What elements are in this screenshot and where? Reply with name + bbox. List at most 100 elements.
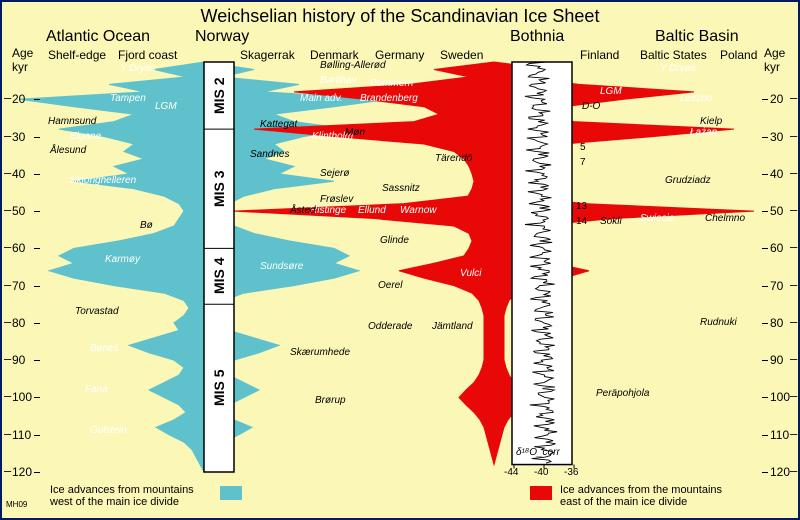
place-label: Bælthav: [320, 75, 357, 86]
place-label: Bølling-Allerød: [320, 60, 386, 71]
place-label: Skjonghelleren: [70, 175, 136, 186]
place-label: LGM: [155, 101, 177, 112]
tick-mark: [762, 397, 768, 398]
tick-mark: [34, 99, 40, 100]
place-label: Torvastad: [75, 306, 119, 317]
age-tick-right: 50: [770, 204, 783, 218]
tick-dash: –: [790, 202, 797, 217]
place-label: 5: [580, 142, 586, 153]
place-label: Warnow: [400, 205, 437, 216]
tick-mark: [762, 286, 768, 287]
age-tick-right: 20: [770, 92, 783, 106]
isotope-tick: -44: [504, 467, 518, 478]
place-label: Ålesund: [50, 145, 86, 156]
tick-mark: [762, 472, 768, 473]
tick-dash: –: [4, 202, 11, 217]
place-label: Kattegat: [260, 119, 297, 130]
tick-dash: –: [790, 388, 797, 403]
tick-mark: [762, 99, 768, 100]
tick-mark: [34, 323, 40, 324]
place-label: Møn: [345, 127, 365, 138]
subregion-label: Poland: [720, 48, 757, 62]
tick-dash: –: [4, 128, 11, 143]
subregion-label: Finland: [580, 48, 619, 62]
place-label: Sandnes: [250, 149, 289, 160]
isotope-axis-label: δ¹⁸O_corr: [516, 447, 560, 458]
place-label: Leszno: [680, 93, 712, 104]
legend-west-text: Ice advances from mountains west of the …: [50, 484, 194, 508]
place-label: Vulci: [460, 268, 482, 279]
tick-mark: [34, 248, 40, 249]
subregion-label: Fjord coast: [118, 48, 177, 62]
tick-dash: –: [4, 388, 11, 403]
place-label: Frøslev: [320, 194, 353, 205]
place-label: Kielp: [700, 116, 722, 127]
tick-mark: [34, 137, 40, 138]
tick-dash: –: [4, 90, 11, 105]
age-tick-right: 90: [770, 353, 783, 367]
place-label: Rudnuki: [700, 317, 737, 328]
age-tick-right: 80: [770, 316, 783, 330]
tick-dash: –: [4, 165, 11, 180]
subregion-label: Skagerrak: [240, 48, 295, 62]
subregion-label: Shelf-edge: [48, 48, 106, 62]
tick-mark: [34, 174, 40, 175]
isotope-tick: -36: [564, 467, 578, 478]
tick-mark: [762, 323, 768, 324]
place-label: 7: [580, 157, 586, 168]
place-label: Brandenberg: [360, 93, 418, 104]
tick-dash: –: [790, 351, 797, 366]
tick-dash: –: [790, 314, 797, 329]
tick-mark: [762, 248, 768, 249]
place-label: Main adv.: [300, 93, 343, 104]
age-tick-right: 60: [770, 241, 783, 255]
place-label: Skærumhede: [290, 347, 350, 358]
age-tick-right: 40: [770, 167, 783, 181]
mis-stage-label: MIS 5: [211, 370, 227, 406]
age-tick-right: 120: [770, 465, 790, 479]
place-label: Glinde: [380, 235, 409, 246]
mis-stage-label: MIS 4: [211, 258, 227, 294]
place-label: Brørup: [315, 395, 346, 406]
tick-dash: –: [790, 128, 797, 143]
place-label: Y Dryas: [660, 63, 695, 74]
tick-dash: –: [4, 239, 11, 254]
place-label: Pommern: [370, 78, 413, 89]
tick-mark: [762, 211, 768, 212]
tick-dash: –: [790, 426, 797, 441]
tick-mark: [34, 360, 40, 361]
tick-dash: –: [790, 277, 797, 292]
tick-mark: [762, 137, 768, 138]
place-label: Sejerø: [320, 168, 349, 179]
place-label: Ellund: [358, 205, 386, 216]
mis-stage-label: MIS 2: [211, 78, 227, 114]
age-tick-right: 110: [770, 428, 789, 442]
tick-mark: [34, 435, 40, 436]
age-tick-right: 100: [770, 390, 790, 404]
place-label: Hamnsund: [48, 116, 96, 127]
tick-dash: –: [790, 165, 797, 180]
age-axis-label-left: Age kyr: [12, 46, 33, 74]
tick-dash: –: [4, 351, 11, 366]
tick-mark: [34, 397, 40, 398]
tick-mark: [762, 360, 768, 361]
place-label: Y Dryas: [120, 63, 155, 74]
tick-dash: –: [4, 426, 11, 441]
place-label: Grudziadz: [665, 175, 711, 186]
place-label: Elgane: [70, 131, 101, 142]
region-label: Baltic Basin: [655, 28, 739, 46]
place-label: Bønes: [90, 343, 119, 354]
place-label: 14: [576, 216, 587, 227]
place-label: Karmøy: [105, 254, 140, 265]
region-label: Norway: [195, 28, 249, 46]
place-label: Åsted: [290, 205, 316, 216]
tick-mark: [34, 472, 40, 473]
region-label: Atlantic Ocean: [46, 28, 150, 46]
place-label: Tärendö: [435, 153, 472, 164]
place-label: Odderade: [368, 321, 412, 332]
place-label: LGM: [600, 86, 622, 97]
place-label: 13: [576, 201, 587, 212]
place-label: Sassnitz: [382, 183, 420, 194]
legend-east-text: Ice advances from the mountains east of …: [560, 484, 722, 508]
age-tick-right: 30: [770, 130, 783, 144]
